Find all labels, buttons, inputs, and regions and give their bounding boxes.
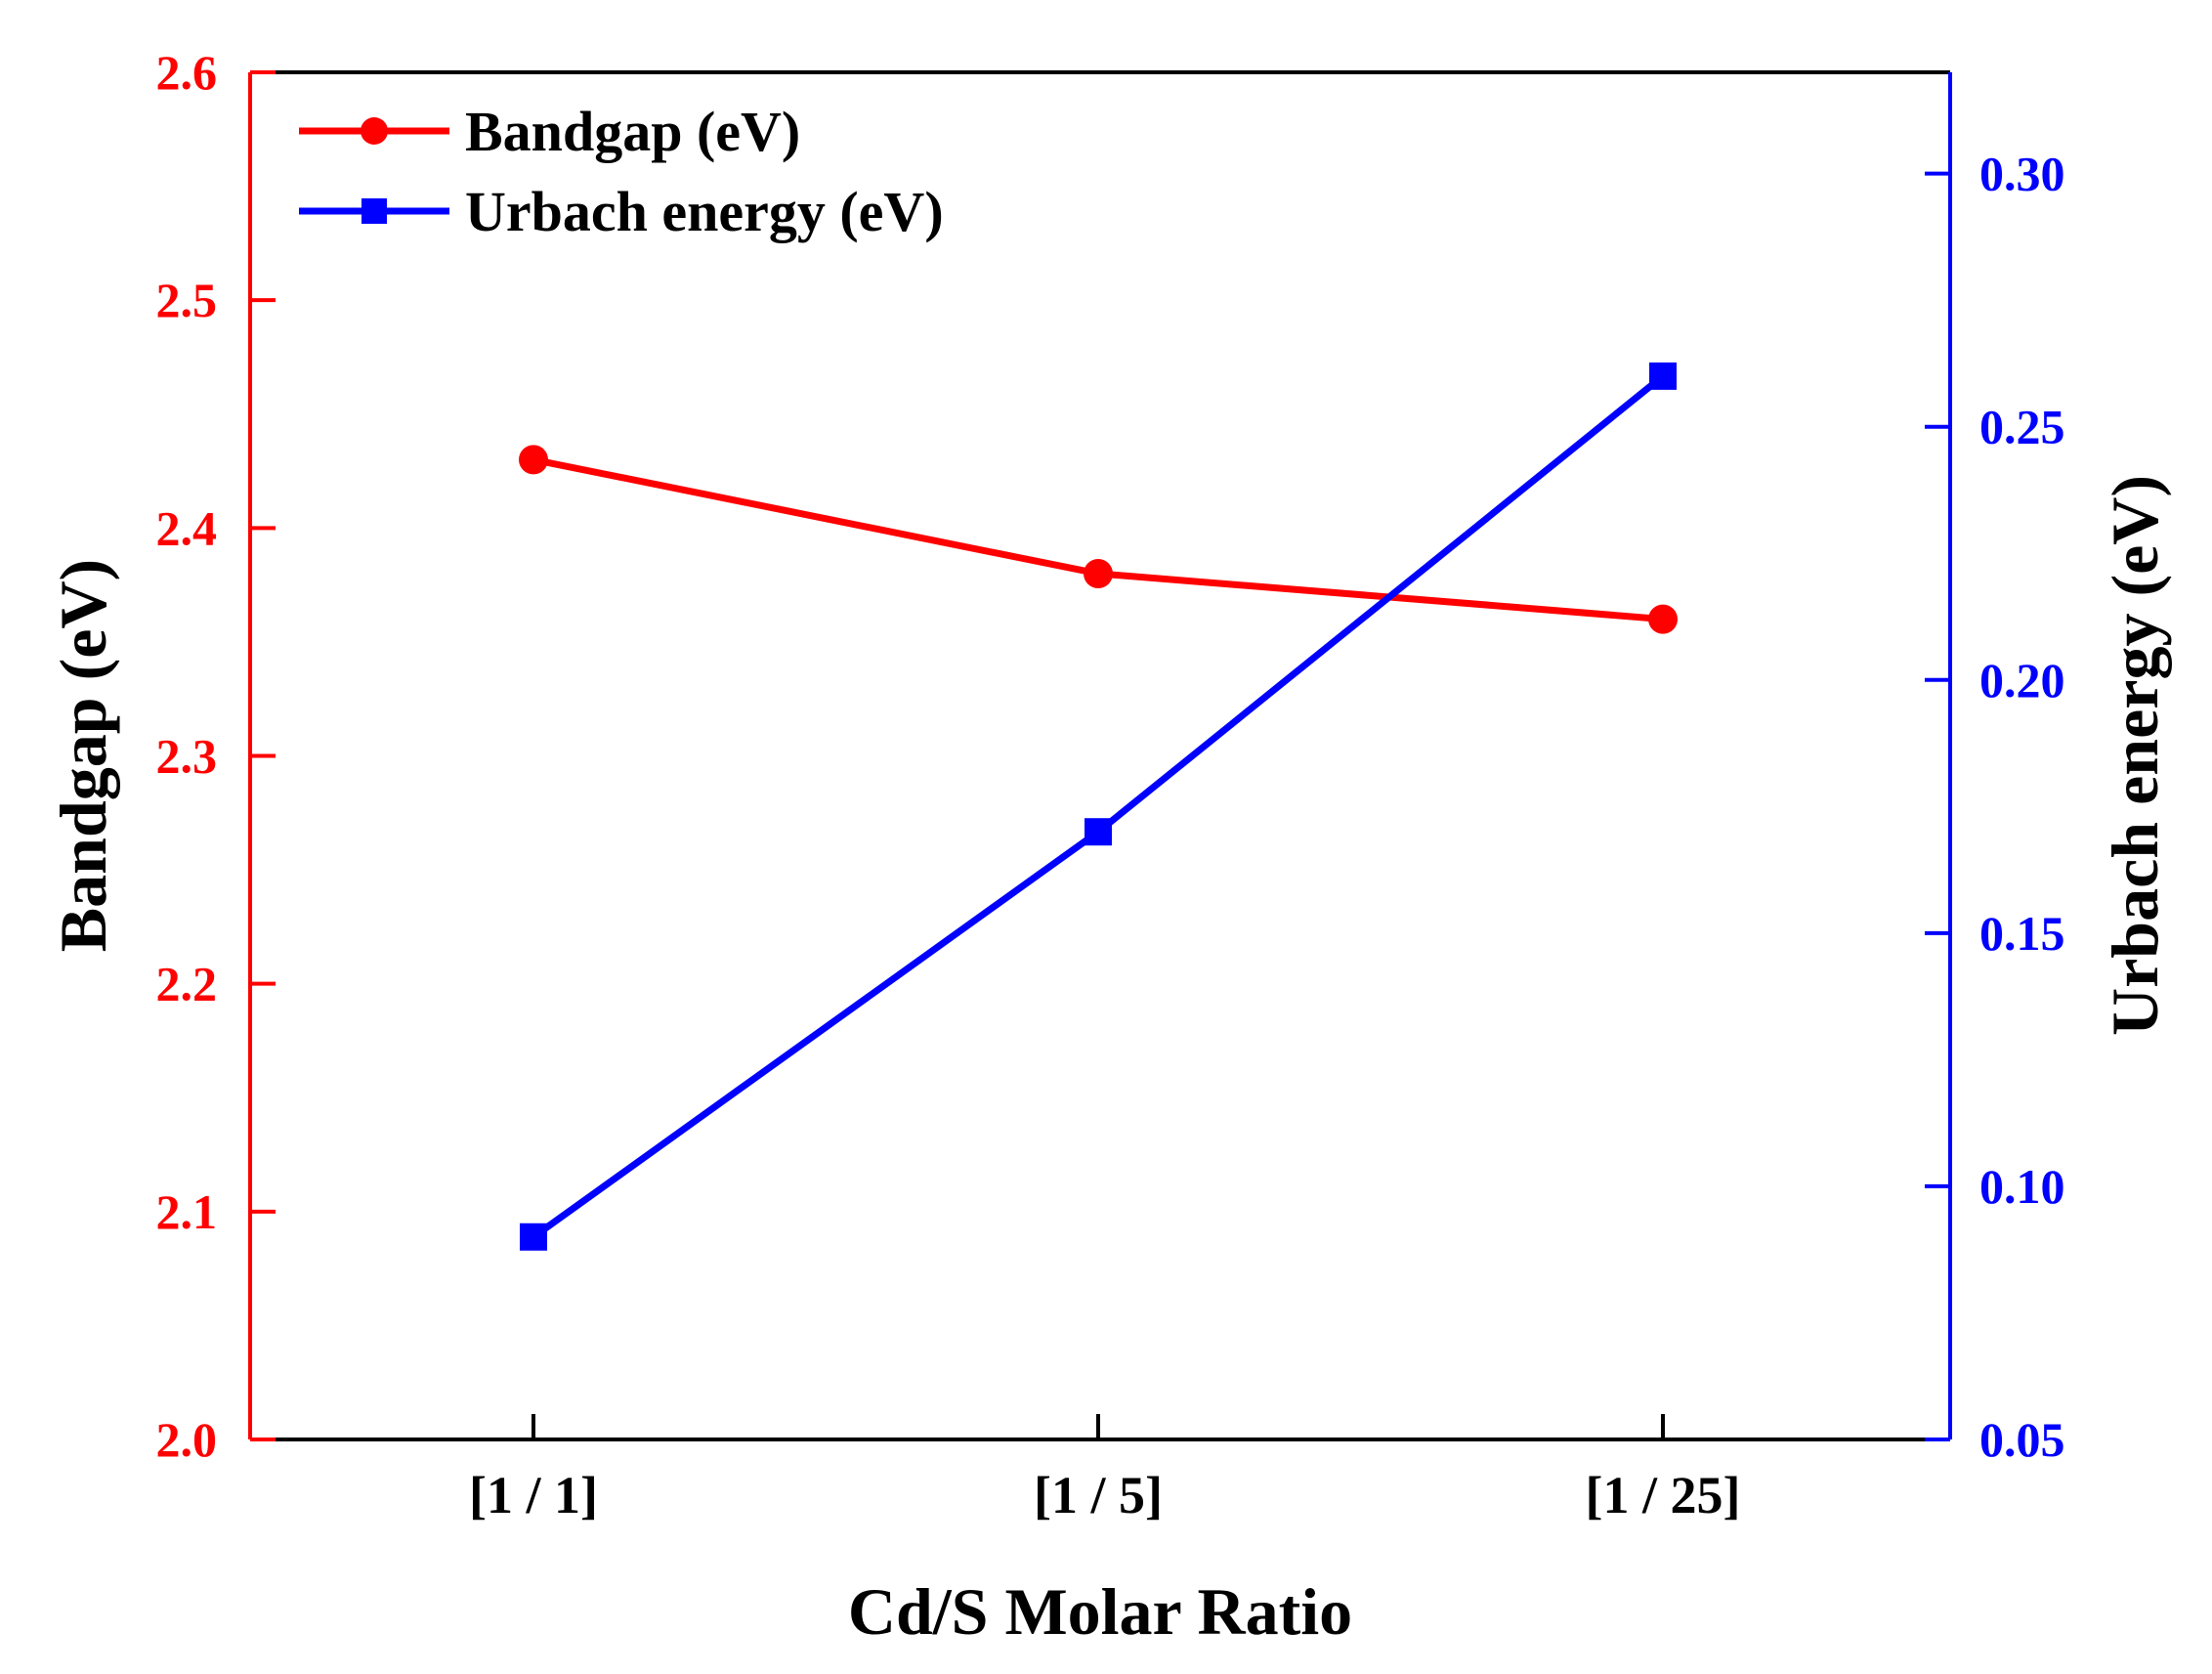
right-y-tick-label: 0.30 xyxy=(1979,147,2065,201)
legend-urbach-marker xyxy=(362,198,387,224)
right-y-ticks: 0.05 0.10 0.15 0.20 0.25 0.30 xyxy=(1925,147,2065,1467)
left-y-tick-label: 2.5 xyxy=(156,273,218,327)
left-y-tick-label: 2.2 xyxy=(156,957,218,1011)
x-tick-label: [1 / 1] xyxy=(469,1466,598,1524)
right-y-tick-label: 0.20 xyxy=(1979,653,2065,708)
bandgap-point xyxy=(519,445,548,475)
urbach-point xyxy=(1649,362,1677,390)
urbach-point xyxy=(520,1223,547,1251)
right-y-tick-label: 0.25 xyxy=(1979,400,2065,454)
right-y-tick-label: 0.05 xyxy=(1979,1412,2065,1467)
left-y-tick-label: 2.1 xyxy=(156,1184,218,1239)
urbach-point xyxy=(1085,818,1112,846)
legend: Bandgap (eV) Urbach energy (eV) xyxy=(299,100,944,243)
right-y-tick-label: 0.15 xyxy=(1979,906,2065,961)
left-y-tick-label: 2.6 xyxy=(156,45,218,100)
bandgap-point xyxy=(1648,604,1678,634)
legend-bandgap-marker xyxy=(361,117,388,145)
x-tick-label: [1 / 5] xyxy=(1034,1466,1163,1524)
legend-urbach-label: Urbach energy (eV) xyxy=(465,180,944,243)
x-axis-title: Cd/S Molar Ratio xyxy=(848,1574,1352,1649)
right-y-tick-label: 0.10 xyxy=(1979,1159,2065,1214)
x-ticks: [1 / 1] [1 / 5] [1 / 25] xyxy=(469,1414,1740,1524)
left-y-tick-label: 2.3 xyxy=(156,729,218,784)
legend-bandgap-label: Bandgap (eV) xyxy=(465,100,800,163)
right-y-axis-title: Urbach energy (eV) xyxy=(2098,475,2172,1036)
left-y-tick-label: 2.4 xyxy=(156,500,218,555)
x-tick-label: [1 / 25] xyxy=(1586,1466,1741,1524)
left-y-axis-title: Bandgap (eV) xyxy=(46,559,120,952)
left-y-tick-label: 2.0 xyxy=(156,1412,218,1467)
series-layer xyxy=(519,362,1678,1251)
left-y-ticks: 2.0 2.1 2.2 2.3 2.4 2.5 2.6 xyxy=(156,45,276,1467)
bandgap-point xyxy=(1084,558,1113,588)
